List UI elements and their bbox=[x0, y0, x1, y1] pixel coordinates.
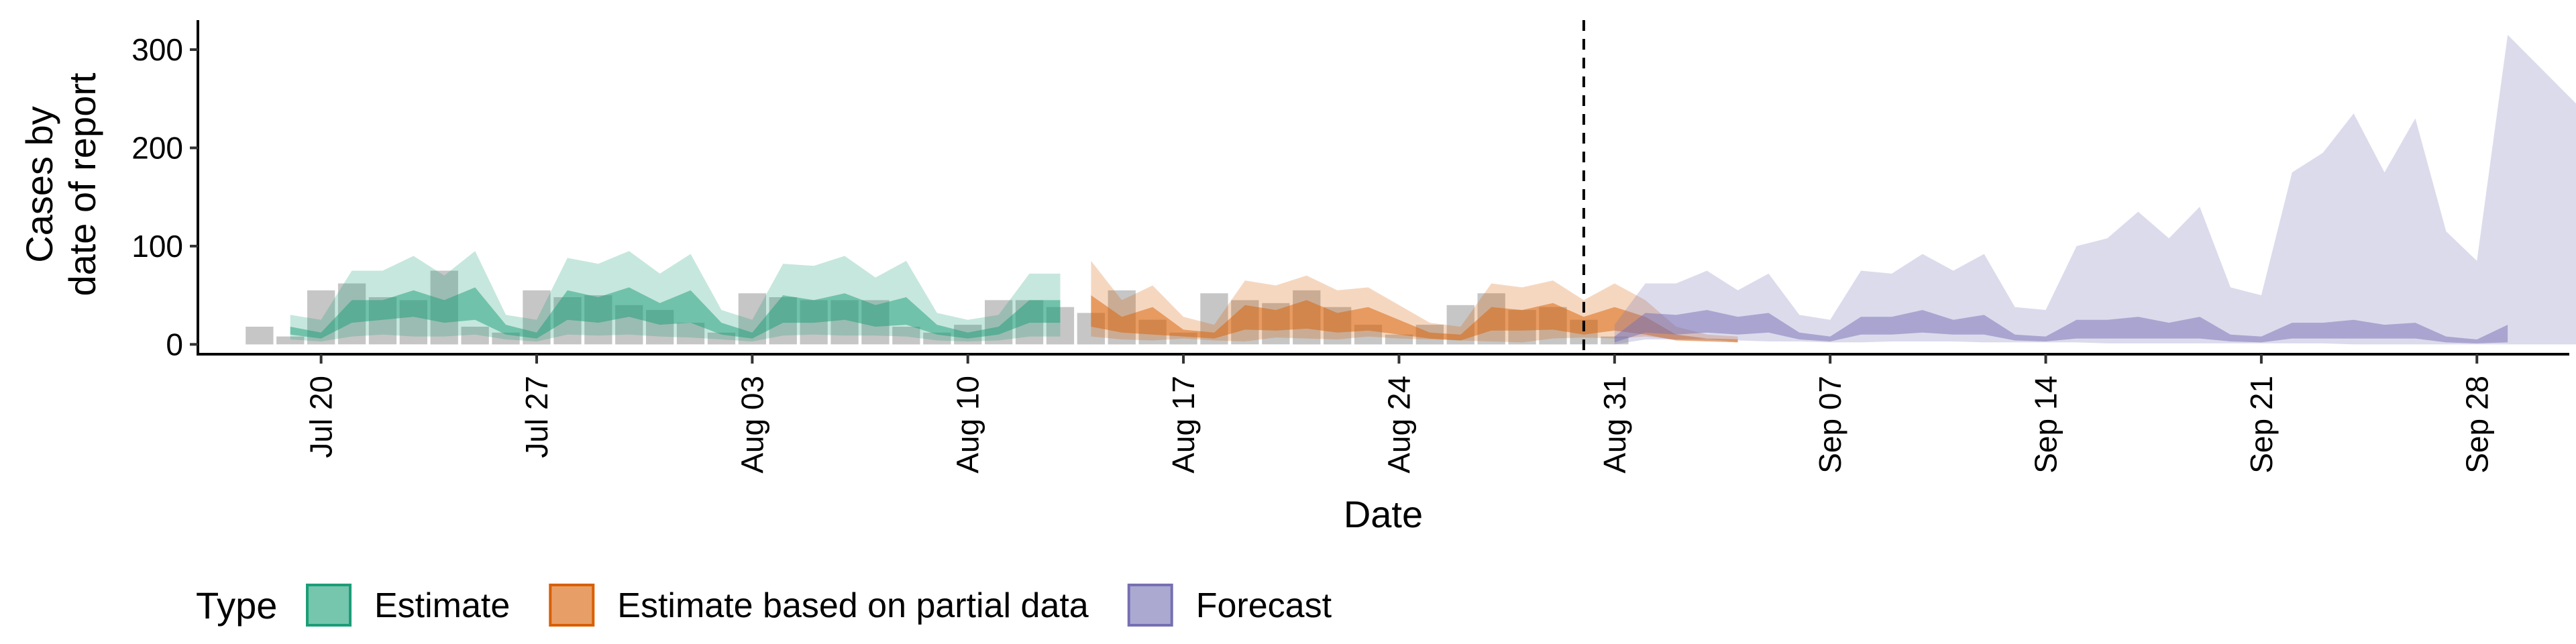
x-tick-label: Sep 07 bbox=[1813, 376, 1847, 474]
x-axis-title: Date bbox=[1344, 493, 1423, 535]
observed-case-bar bbox=[246, 327, 274, 345]
x-tick-label: Aug 03 bbox=[735, 376, 769, 474]
x-tick-label: Jul 20 bbox=[304, 376, 339, 458]
x-tick-label: Jul 27 bbox=[519, 376, 554, 458]
y-axis-title-line-1: Cases by bbox=[18, 106, 60, 262]
legend: Type Estimate Estimate based on partial d… bbox=[196, 584, 1332, 627]
legend-title: Type bbox=[196, 584, 277, 627]
x-tick-label: Aug 24 bbox=[1382, 376, 1417, 474]
observed-case-bar bbox=[676, 323, 705, 345]
observed-case-bar bbox=[707, 332, 736, 345]
observed-case-bar bbox=[923, 332, 951, 345]
y-tick-label: 100 bbox=[131, 229, 183, 264]
observed-case-bar bbox=[276, 336, 305, 345]
x-tick-label: Aug 17 bbox=[1166, 376, 1201, 474]
y-axis-title-line-2: date of report bbox=[61, 72, 103, 297]
observed-case-bar bbox=[892, 327, 920, 345]
x-tick-label: Sep 21 bbox=[2244, 376, 2279, 474]
y-tick-label: 200 bbox=[131, 130, 183, 165]
legend-key-estimate bbox=[306, 584, 352, 627]
legend-key-forecast bbox=[1127, 584, 1173, 627]
estimate-inner-band bbox=[290, 287, 1061, 339]
legend-label-estimate: Estimate bbox=[374, 586, 510, 625]
legend-key-partial-estimate bbox=[549, 584, 595, 627]
y-tick-label: 0 bbox=[166, 327, 183, 362]
observed-case-bar bbox=[492, 332, 520, 345]
y-tick-label: 300 bbox=[131, 32, 183, 67]
x-tick-label: Sep 14 bbox=[2029, 376, 2063, 474]
plot-area bbox=[246, 20, 2576, 354]
partial-estimate-inner-band bbox=[1091, 295, 1738, 343]
legend-label-partial-estimate: Estimate based on partial data bbox=[617, 586, 1089, 625]
legend-label-forecast: Forecast bbox=[1196, 586, 1332, 625]
x-tick-label: Aug 31 bbox=[1597, 376, 1632, 474]
observed-case-bar bbox=[461, 327, 489, 345]
forecast-outer-band bbox=[1614, 35, 2576, 345]
x-tick-label: Sep 28 bbox=[2459, 376, 2494, 474]
axes: Date Cases by date of report 0 100 200 300 J… bbox=[18, 20, 2569, 535]
observed-case-bar bbox=[1385, 334, 1413, 345]
forecast-inner-band bbox=[1614, 310, 2508, 343]
x-tick-label: Aug 10 bbox=[951, 376, 985, 474]
